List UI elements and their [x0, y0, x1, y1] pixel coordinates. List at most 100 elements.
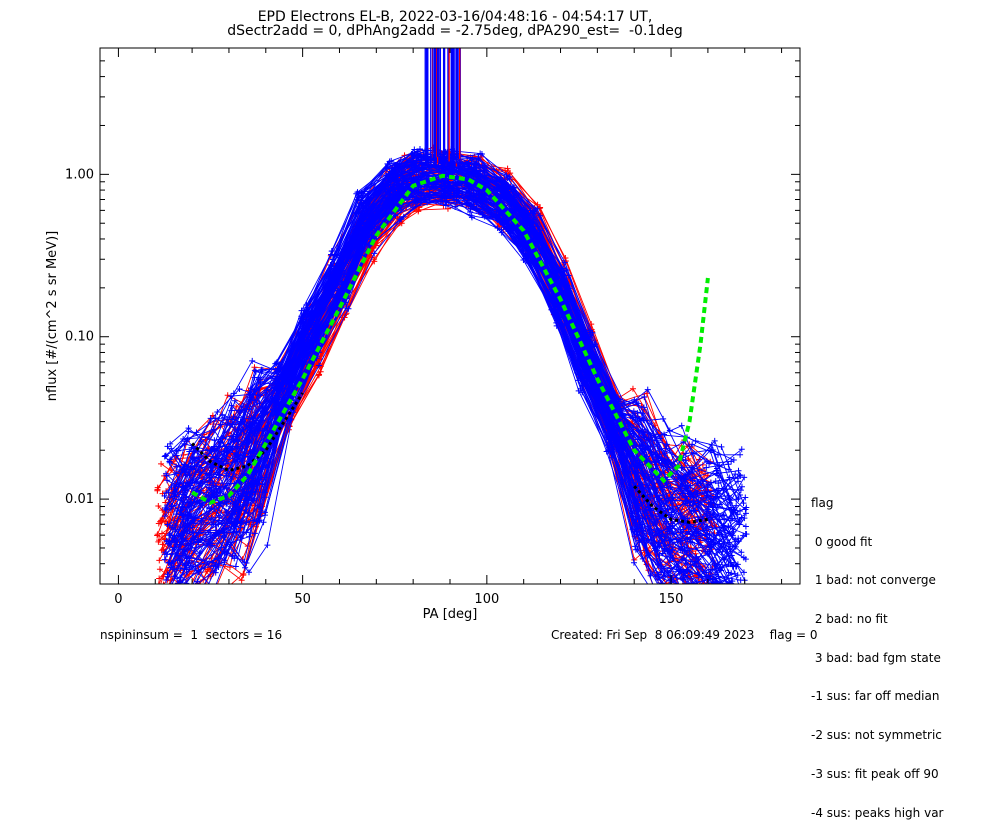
- blue-data-point: [579, 382, 586, 389]
- blue-data-point: [692, 605, 698, 611]
- blue-data-point: [161, 492, 168, 499]
- blue-data-point: [737, 472, 744, 479]
- blue-data-point: [329, 248, 336, 255]
- blue-data-point: [493, 206, 500, 213]
- blue-data-point: [721, 585, 727, 591]
- blue-data-point: [577, 368, 584, 375]
- red-spectrum-line: [163, 183, 704, 584]
- blue-data-point: [689, 477, 696, 484]
- blue-data-point: [181, 440, 188, 447]
- blue-data-point: [197, 488, 204, 495]
- blue-data-point: [387, 188, 394, 195]
- blue-data-point: [704, 484, 711, 491]
- blue-data-point: [471, 169, 478, 176]
- blue-data-point: [243, 519, 250, 526]
- blue-data-point: [371, 250, 378, 257]
- blue-data-point: [238, 407, 245, 414]
- blue-data-point: [187, 501, 194, 508]
- blue-data-point: [179, 577, 186, 584]
- blue-data-point: [233, 431, 240, 438]
- y-tick-label: 1.00: [65, 167, 94, 182]
- blue-data-point: [735, 585, 741, 591]
- blue-data-point: [416, 161, 423, 168]
- red-data-point: [187, 615, 193, 621]
- blue-data-point: [608, 454, 615, 461]
- blue-data-point: [308, 311, 315, 318]
- blue-data-point: [167, 612, 173, 618]
- blue-data-point: [232, 563, 239, 570]
- red-data-point: [155, 502, 162, 509]
- red-data-point: [692, 599, 698, 605]
- blue-data-point: [655, 513, 662, 520]
- blue-data-point: [260, 519, 267, 526]
- blue-data-point: [707, 588, 713, 594]
- blue-data-point: [495, 175, 502, 182]
- blue-data-point: [679, 490, 686, 497]
- blue-data-point: [441, 178, 448, 185]
- blue-data-point: [682, 450, 689, 457]
- red-data-point: [156, 537, 163, 544]
- blue-data-point: [243, 493, 250, 500]
- blue-data-point: [473, 160, 480, 167]
- blue-data-point: [735, 586, 741, 592]
- red-data-point: [710, 595, 716, 601]
- blue-data-point: [162, 549, 169, 556]
- blue-data-point: [354, 209, 361, 216]
- blue-data-point: [630, 559, 637, 566]
- blue-data-point: [738, 483, 745, 490]
- red-data-point: [224, 392, 231, 399]
- red-data-point: [162, 518, 169, 525]
- blue-data-point: [246, 434, 253, 441]
- red-data-point: [158, 530, 165, 537]
- blue-data-point: [636, 521, 643, 528]
- blue-data-point: [479, 211, 486, 218]
- blue-data-point: [392, 162, 399, 169]
- blue-data-point: [742, 510, 749, 517]
- blue-data-point: [558, 273, 565, 280]
- blue-data-point: [520, 213, 527, 220]
- blue-data-point: [500, 221, 507, 228]
- red-data-point: [710, 616, 716, 622]
- blue-data-point: [658, 579, 665, 584]
- blue-data-point: [685, 524, 692, 530]
- blue-data-point: [530, 235, 537, 242]
- blue-data-point: [735, 495, 742, 502]
- blue-data-point: [719, 599, 725, 605]
- blue-data-point: [206, 473, 213, 480]
- blue-data-point: [239, 445, 246, 452]
- blue-data-point: [176, 541, 183, 548]
- blue-data-point: [613, 404, 620, 411]
- blue-data-point: [229, 416, 236, 423]
- blue-data-point: [445, 162, 452, 169]
- blue-data-point: [165, 609, 171, 615]
- y-tick-label: 0.10: [65, 330, 94, 345]
- blue-data-point: [211, 505, 218, 512]
- red-data-point: [215, 593, 221, 599]
- red-data-point: [186, 599, 192, 605]
- blue-data-point: [228, 407, 235, 414]
- red-data-point: [247, 521, 254, 528]
- blue-data-point: [660, 415, 667, 422]
- blue-data-point: [729, 590, 735, 596]
- blue-data-point: [388, 157, 395, 164]
- x-tick-label: 50: [294, 592, 311, 607]
- blue-data-point: [677, 528, 684, 535]
- blue-data-point: [193, 532, 200, 539]
- blue-data-point: [163, 593, 169, 599]
- blue-data-point: [205, 484, 212, 491]
- blue-data-point: [167, 456, 174, 463]
- blue-data-point: [703, 493, 710, 500]
- blue-data-point: [736, 471, 743, 478]
- blue-data-point: [508, 215, 515, 222]
- blue-data-point: [209, 559, 216, 566]
- blue-data-point: [531, 208, 538, 215]
- blue-data-point: [163, 597, 169, 603]
- blue-data-point: [386, 204, 393, 211]
- blue-data-point: [735, 467, 742, 474]
- blue-data-point: [180, 621, 186, 627]
- blue-data-point: [680, 555, 687, 562]
- blue-data-point: [452, 185, 459, 192]
- blue-data-point: [536, 234, 543, 241]
- blue-data-point: [161, 556, 168, 563]
- red-data-point: [154, 532, 161, 539]
